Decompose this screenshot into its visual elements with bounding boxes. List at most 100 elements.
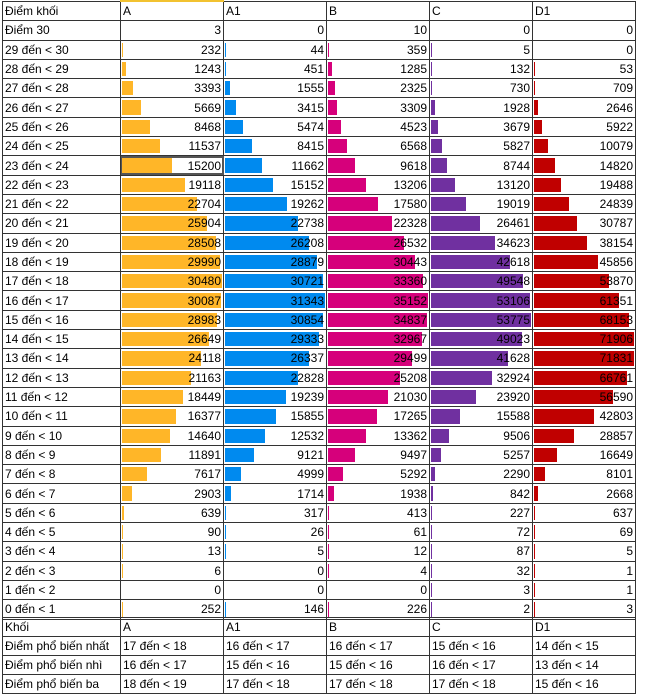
summary-header-cell[interactable]: C [429, 617, 533, 637]
summary-header-cell[interactable]: Khối [2, 617, 121, 637]
summary-cell[interactable]: 15 đến < 16 [326, 655, 430, 675]
cell-a[interactable]: 11891 [120, 444, 224, 466]
cell-c[interactable]: 8744 [429, 155, 533, 176]
cell-a1[interactable]: 15152 [223, 174, 327, 195]
cell-b[interactable]: 22328 [326, 213, 430, 234]
cell-a1[interactable]: 22738 [223, 213, 327, 234]
cell-d1[interactable]: 19488 [532, 174, 636, 195]
summary-cell[interactable]: 15 đến < 16 [429, 636, 533, 656]
cell-c[interactable]: 842 [429, 483, 533, 504]
cell-d1[interactable]: 71831 [532, 348, 636, 369]
cell-c[interactable]: 53106 [429, 290, 533, 311]
cell-d1[interactable]: 53 [532, 58, 636, 80]
cell-a1[interactable]: 1555 [223, 78, 327, 99]
cell-b[interactable]: 9497 [326, 444, 430, 466]
cell-a[interactable]: 3 [120, 20, 224, 41]
cell-b[interactable]: 1285 [326, 58, 430, 80]
cell-d1[interactable]: 5 [532, 541, 636, 562]
cell-a1[interactable]: 30854 [223, 309, 327, 331]
summary-row-label[interactable]: Điểm phổ biến ba [2, 674, 121, 694]
row-label[interactable]: 14 đến < 15 [2, 329, 121, 350]
cell-b[interactable]: 61 [326, 522, 430, 543]
row-label[interactable]: 26 đến < 27 [2, 97, 121, 118]
cell-d1[interactable]: 1 [532, 579, 636, 601]
row-label[interactable]: 27 đến < 28 [2, 78, 121, 99]
cell-d1[interactable]: 1 [532, 560, 636, 581]
summary-cell[interactable]: 15 đến < 16 [532, 674, 636, 694]
cell-b[interactable]: 413 [326, 502, 430, 524]
summary-cell[interactable]: 18 đến < 19 [120, 674, 224, 694]
cell-a1[interactable]: 22828 [223, 367, 327, 388]
cell-a[interactable]: 16377 [120, 406, 224, 427]
cell-c[interactable]: 49548 [429, 271, 533, 292]
row-label[interactable]: 13 đến < 14 [2, 348, 121, 369]
cell-a1[interactable]: 28879 [223, 251, 327, 273]
cell-d1[interactable]: 24839 [532, 193, 636, 215]
cell-a[interactable]: 0 [120, 579, 224, 601]
row-label[interactable]: 28 đến < 29 [2, 58, 121, 80]
cell-a[interactable]: 5669 [120, 97, 224, 118]
cell-d1[interactable]: 45856 [532, 251, 636, 273]
cell-d1[interactable]: 2646 [532, 97, 636, 118]
cell-a1[interactable]: 0 [223, 20, 327, 41]
cell-a1[interactable]: 1714 [223, 483, 327, 504]
cell-b[interactable]: 4523 [326, 116, 430, 138]
cell-b[interactable]: 2325 [326, 78, 430, 99]
cell-d1[interactable]: 38154 [532, 232, 636, 253]
cell-a[interactable]: 29990 [120, 251, 224, 273]
cell-a1[interactable]: 8415 [223, 136, 327, 157]
cell-c[interactable]: 5 [429, 39, 533, 60]
summary-cell[interactable]: 14 đến < 15 [532, 636, 636, 656]
header-cell-c[interactable]: C [429, 0, 533, 22]
row-label[interactable]: 20 đến < 21 [2, 213, 121, 234]
cell-b[interactable]: 9618 [326, 155, 430, 176]
cell-a1[interactable]: 11662 [223, 155, 327, 176]
cell-b[interactable]: 32967 [326, 329, 430, 350]
cell-b[interactable]: 3309 [326, 97, 430, 118]
summary-header-cell[interactable]: A1 [223, 617, 327, 637]
row-label[interactable]: 7 đến < 8 [2, 464, 121, 485]
cell-a[interactable]: 6 [120, 560, 224, 581]
cell-d1[interactable]: 8101 [532, 464, 636, 485]
cell-c[interactable]: 32924 [429, 367, 533, 388]
cell-c[interactable]: 132 [429, 58, 533, 80]
row-label[interactable]: Điểm 30 [2, 20, 121, 41]
cell-a[interactable]: 21163 [120, 367, 224, 388]
cell-a1[interactable]: 26337 [223, 348, 327, 369]
row-label[interactable]: 3 đến < 4 [2, 541, 121, 562]
summary-row-label[interactable]: Điểm phổ biến nhất [2, 636, 121, 656]
cell-c[interactable]: 53775 [429, 309, 533, 331]
cell-a[interactable]: 2903 [120, 483, 224, 504]
cell-c[interactable]: 2290 [429, 464, 533, 485]
cell-a1[interactable]: 5474 [223, 116, 327, 138]
row-label[interactable]: 10 đến < 11 [2, 406, 121, 427]
cell-b[interactable]: 10 [326, 20, 430, 41]
row-label[interactable]: 21 đến < 22 [2, 193, 121, 215]
cell-d1[interactable]: 42803 [532, 406, 636, 427]
cell-b[interactable]: 34837 [326, 309, 430, 331]
cell-a1[interactable]: 26208 [223, 232, 327, 253]
summary-cell[interactable]: 17 đến < 18 [326, 674, 430, 694]
cell-a[interactable]: 24118 [120, 348, 224, 369]
cell-a[interactable]: 28508 [120, 232, 224, 253]
cell-a[interactable]: 18449 [120, 386, 224, 408]
cell-a[interactable]: 11537 [120, 136, 224, 157]
row-label[interactable]: 18 đến < 19 [2, 251, 121, 273]
summary-header-cell[interactable]: A [120, 617, 224, 637]
cell-a1[interactable]: 4999 [223, 464, 327, 485]
cell-d1[interactable]: 5922 [532, 116, 636, 138]
summary-header-cell[interactable]: B [326, 617, 430, 637]
cell-c[interactable]: 1928 [429, 97, 533, 118]
cell-a1[interactable]: 3415 [223, 97, 327, 118]
row-label[interactable]: 24 đến < 25 [2, 136, 121, 157]
cell-a1[interactable]: 9121 [223, 444, 327, 466]
cell-b[interactable]: 26532 [326, 232, 430, 253]
cell-a1[interactable]: 31343 [223, 290, 327, 311]
cell-a1[interactable]: 19239 [223, 386, 327, 408]
cell-a1[interactable]: 44 [223, 39, 327, 60]
cell-c[interactable]: 87 [429, 541, 533, 562]
cell-b[interactable]: 33360 [326, 271, 430, 292]
cell-a1[interactable]: 26 [223, 522, 327, 543]
cell-c[interactable]: 34623 [429, 232, 533, 253]
cell-a[interactable]: 232 [120, 39, 224, 60]
